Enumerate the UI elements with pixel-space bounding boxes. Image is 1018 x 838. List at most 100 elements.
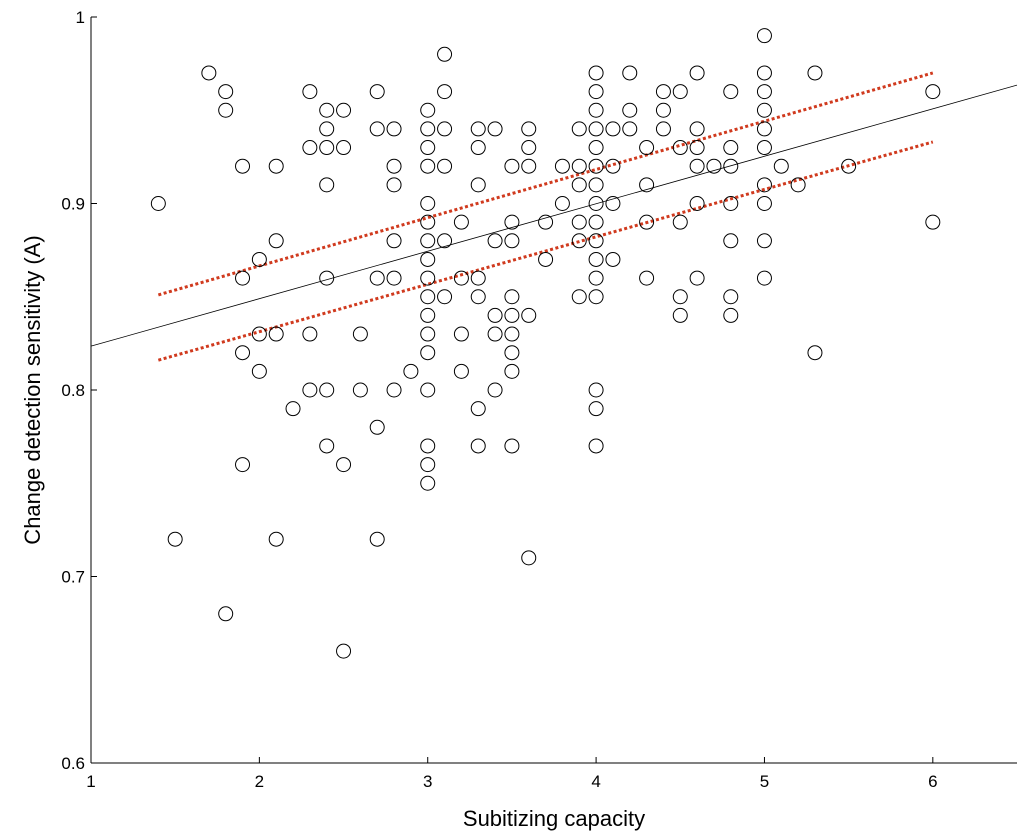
y-tick-label: 1 [76, 8, 85, 27]
data-point [285, 401, 301, 417]
data-point [672, 289, 688, 305]
data-point [639, 140, 655, 156]
data-point [369, 121, 385, 137]
data-point [925, 84, 941, 100]
y-tick-label: 0.7 [61, 568, 85, 587]
data-point [235, 270, 251, 286]
data-point [538, 214, 554, 230]
data-point [588, 270, 604, 286]
data-point [571, 233, 587, 249]
data-point [437, 158, 453, 174]
data-point [571, 158, 587, 174]
data-point [672, 140, 688, 156]
data-point [689, 140, 705, 156]
data-point [723, 84, 739, 100]
data-point [420, 438, 436, 454]
data-point [251, 326, 267, 342]
data-point [588, 438, 604, 454]
data-point [672, 214, 688, 230]
x-tick-label: 3 [423, 772, 432, 791]
data-point [588, 382, 604, 398]
data-point [319, 102, 335, 118]
data-point [437, 233, 453, 249]
data-point [605, 158, 621, 174]
data-point [773, 158, 789, 174]
data-point [925, 214, 941, 230]
data-point [470, 401, 486, 417]
data-point [605, 196, 621, 211]
data-point [470, 140, 486, 156]
data-point [756, 28, 772, 44]
data-point [672, 84, 688, 100]
data-point [420, 475, 436, 491]
data-point [588, 158, 604, 174]
data-point [336, 457, 352, 473]
x-tick-label: 4 [591, 772, 600, 791]
data-point [319, 177, 335, 193]
data-point [756, 177, 772, 193]
data-point [790, 177, 806, 193]
data-point [571, 214, 587, 230]
data-point [841, 158, 857, 174]
data-point [588, 65, 604, 81]
data-point [201, 65, 217, 81]
data-point [487, 326, 503, 342]
data-point [386, 233, 402, 249]
x-tick-label: 6 [928, 772, 937, 791]
data-point [655, 121, 671, 137]
data-point [268, 158, 284, 174]
data-point [437, 46, 453, 62]
data-point [218, 102, 234, 118]
data-point [521, 121, 537, 137]
data-point [588, 196, 604, 211]
data-point [588, 177, 604, 193]
data-point [369, 270, 385, 286]
data-point [268, 326, 284, 342]
data-point [622, 102, 638, 118]
data-point [352, 382, 368, 398]
data-point [420, 289, 436, 305]
data-point [504, 326, 520, 342]
data-point [386, 270, 402, 286]
data-point [639, 214, 655, 230]
data-point [369, 84, 385, 100]
data-point [319, 438, 335, 454]
data-point [420, 102, 436, 118]
data-point [588, 401, 604, 417]
data-point [302, 84, 318, 100]
data-point [622, 121, 638, 137]
data-point [268, 233, 284, 249]
data-point [420, 457, 436, 473]
data-point [235, 345, 251, 361]
data-point [571, 289, 587, 305]
data-point [302, 326, 318, 342]
data-point [470, 270, 486, 286]
data-point [487, 233, 503, 249]
x-tick-label: 1 [86, 772, 95, 791]
data-point [504, 363, 520, 379]
data-point [319, 121, 335, 137]
data-point [487, 382, 503, 398]
data-point [386, 158, 402, 174]
data-point [352, 326, 368, 342]
data-point [756, 84, 772, 100]
data-point [420, 307, 436, 323]
data-point [420, 158, 436, 174]
data-point [655, 84, 671, 100]
data-point [639, 270, 655, 286]
axes [90, 17, 1017, 764]
data-point [453, 214, 469, 230]
data-point [420, 196, 436, 211]
data-point [605, 121, 621, 137]
data-point [756, 121, 772, 137]
data-point [756, 102, 772, 118]
data-point [302, 140, 318, 156]
data-point [723, 158, 739, 174]
data-point [521, 158, 537, 174]
y-tick-label: 0.9 [61, 195, 85, 214]
data-point [756, 140, 772, 156]
data-point [369, 419, 385, 435]
data-point [588, 140, 604, 156]
data-point [319, 270, 335, 286]
data-point [554, 196, 570, 211]
